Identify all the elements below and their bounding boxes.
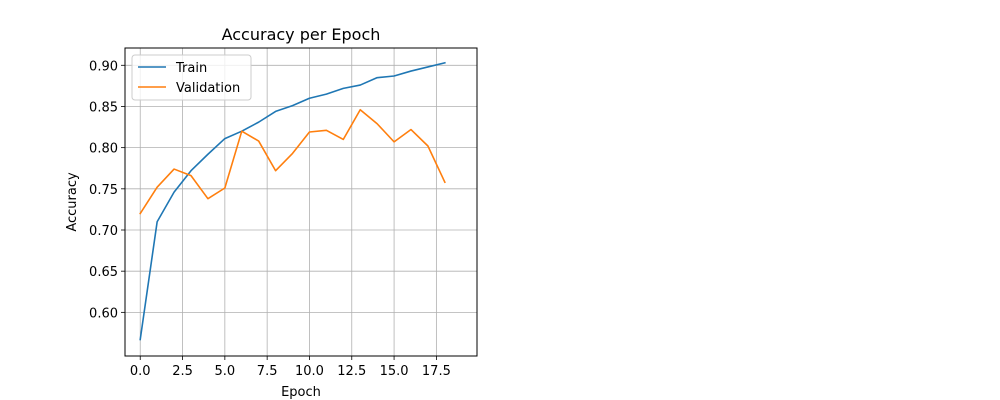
y-tick-label: 0.75 (89, 183, 118, 198)
chart-title: Accuracy per Epoch (222, 25, 381, 44)
x-tick-label: 0.0 (130, 364, 151, 379)
x-tick-label: 15.0 (380, 364, 409, 379)
legend: Train Validation (131, 54, 252, 101)
x-axis-title: Epoch (281, 385, 321, 400)
legend-label-validation: Validation (176, 81, 240, 96)
y-tick-label: 0.90 (89, 59, 118, 74)
y-tick-label: 0.65 (89, 265, 118, 280)
x-tick-label: 7.5 (257, 364, 278, 379)
x-tick-label: 2.5 (172, 364, 193, 379)
series-line-train (139, 61, 446, 341)
y-tick-label: 0.60 (89, 306, 118, 321)
y-tick-label: 0.80 (89, 142, 118, 157)
plot-frame (124, 47, 478, 357)
x-tick-label: 5.0 (215, 364, 236, 379)
x-axis: 0.0 2.5 5.0 7.5 10.0 12.5 15.0 17.5 (130, 356, 451, 379)
x-tick-label: 12.5 (337, 364, 366, 379)
x-tick-label: 17.5 (422, 364, 451, 379)
series-line-validation (139, 108, 446, 215)
y-tick-label: 0.85 (89, 100, 118, 115)
y-axis: 0.60 0.65 0.70 0.75 0.80 0.85 0.90 (89, 59, 125, 321)
x-tick-label: 10.0 (295, 364, 324, 379)
y-tick-label: 0.70 (89, 224, 118, 239)
legend-label-train: Train (175, 61, 207, 76)
y-axis-title: Accuracy (65, 172, 80, 232)
series-layer (139, 61, 446, 341)
